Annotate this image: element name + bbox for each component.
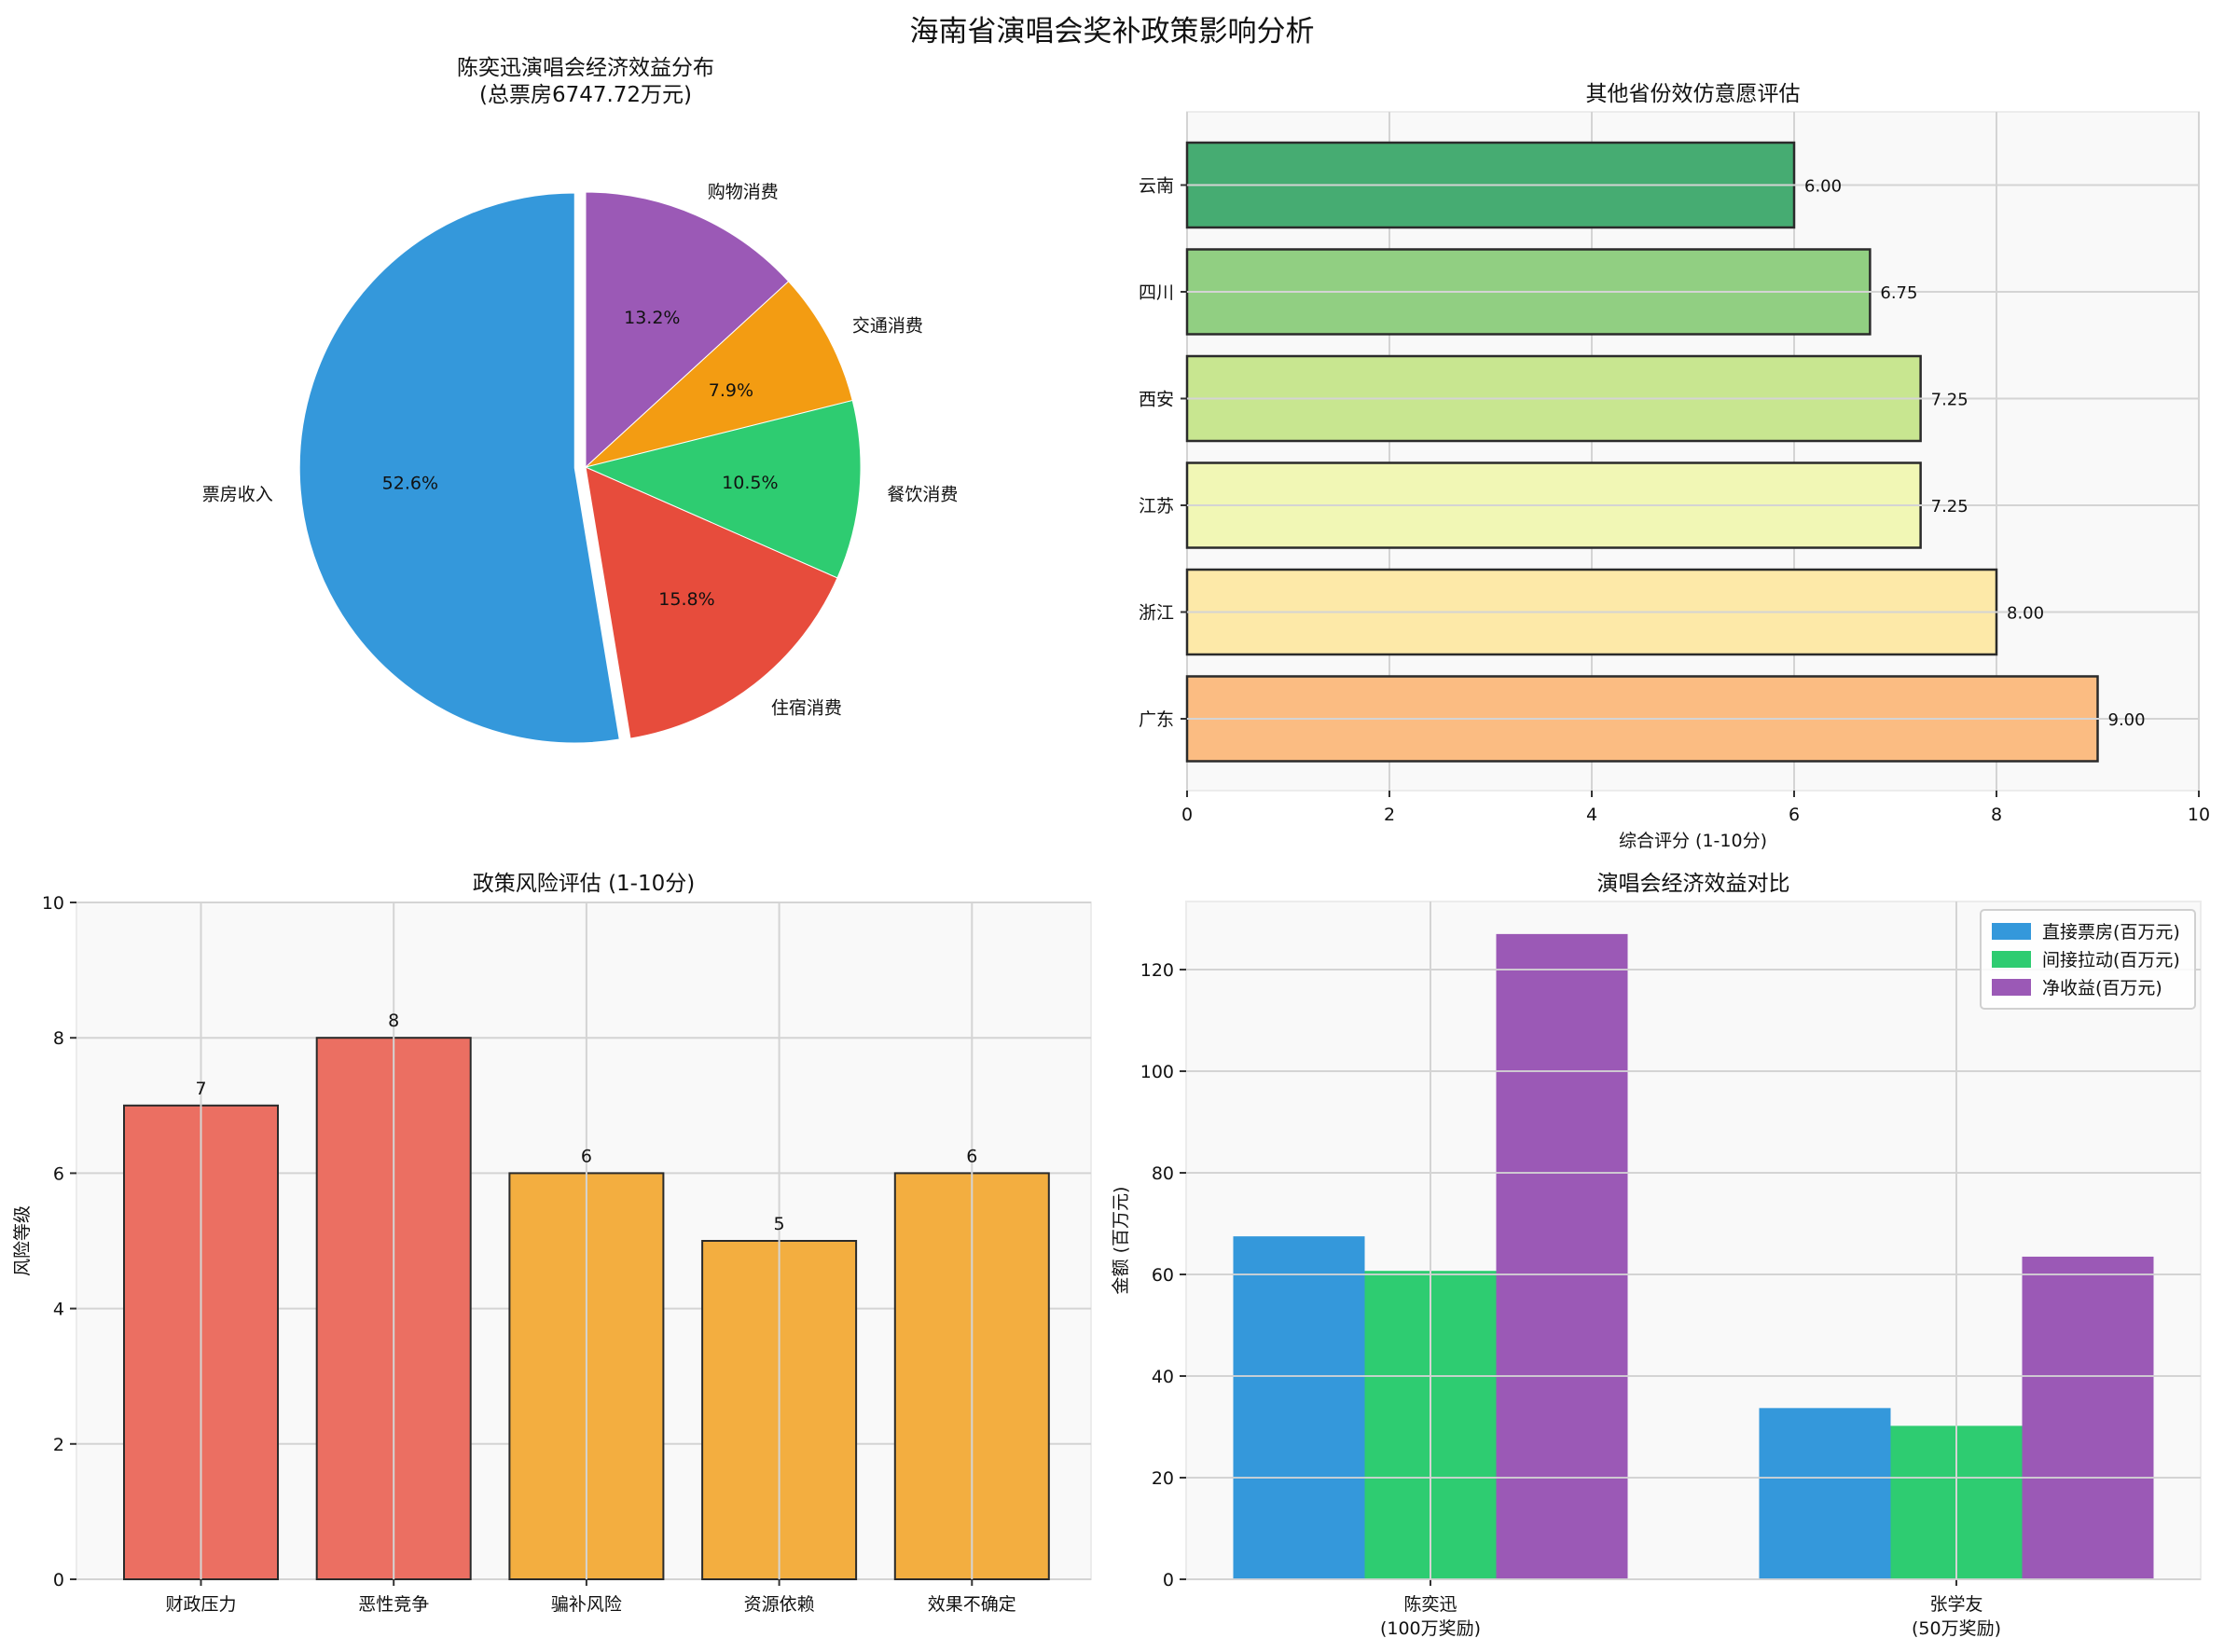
pie-category-label: 餐饮消费 <box>887 484 958 504</box>
bar <box>1496 933 1628 1579</box>
pie-percent-label: 7.9% <box>709 380 753 401</box>
x-tick-label: 资源依赖 <box>744 1594 815 1615</box>
x-tick-label: 恶性竞争 <box>358 1594 429 1615</box>
bar-value-label: 5 <box>774 1214 785 1234</box>
y-tick-label: 2 <box>53 1435 64 1455</box>
pie-category-label: 交通消费 <box>852 315 923 336</box>
bar <box>2022 1256 2154 1579</box>
bar-chart-concert-benefit: 演唱会经济效益对比 0 20 40 60 80 100 120 陈奕迅 (100万奖励) 张学友 (5… <box>1111 872 2202 1639</box>
bar-chart-province-imitation: 其他省份效仿意愿评估 0 2 4 6 8 10 广东 9.00 浙江 8.00 江苏 7.25 西安 7.2… <box>1139 82 2210 851</box>
pie-subtitle: (总票房6747.72万元) <box>479 83 692 107</box>
pie-slice <box>298 192 620 744</box>
bar <box>1759 1408 1891 1579</box>
y-axis-label: 金额 (百万元) <box>1111 1187 1131 1295</box>
legend-label: 直接票房(百万元) <box>2042 922 2180 943</box>
x-tick-label: 陈奕迅 <box>1403 1594 1457 1615</box>
pie-percent-label: 10.5% <box>722 473 778 493</box>
x-tick-label: 10 <box>2188 805 2210 825</box>
pie-title: 陈奕迅演唱会经济效益分布 <box>457 56 714 80</box>
x-axis-label: 综合评分 (1-10分) <box>1619 831 1767 851</box>
bar-value-label: 9.00 <box>2108 710 2146 730</box>
benefit-title: 演唱会经济效益对比 <box>1597 872 1790 896</box>
pie-category-label: 购物消费 <box>708 182 779 202</box>
y-tick-label: 20 <box>1152 1468 1174 1489</box>
bar-chart-policy-risk: 政策风险评估 (1-10分) 0 2 4 6 8 10 财政压力 7 恶性竞争 8 骗补风险 6 资源依赖… <box>12 872 1092 1615</box>
x-tick-label: (50万奖励) <box>1912 1618 2001 1639</box>
y-tick-label: 120 <box>1140 960 1174 981</box>
y-tick-label: 0 <box>53 1570 64 1590</box>
bar-value-label: 8.00 <box>2007 604 2044 624</box>
x-tick-label: 财政压力 <box>165 1594 236 1615</box>
pie-chart-economic-distribution: 陈奕迅演唱会经济效益分布 (总票房6747.72万元) 52.6% 票房收入 15.8%… <box>202 56 958 744</box>
y-tick-label: 广东 <box>1139 709 1174 730</box>
y-tick-label: 40 <box>1152 1367 1174 1387</box>
y-axis-label: 风险等级 <box>12 1205 33 1276</box>
y-tick-label: 云南 <box>1139 176 1174 197</box>
bar-value-label: 8 <box>388 1011 399 1031</box>
bar-value-label: 6.00 <box>1804 177 1842 197</box>
legend-swatch <box>1992 923 2031 940</box>
legend-swatch <box>1992 979 2031 996</box>
pie-category-label: 票房收入 <box>202 484 273 504</box>
y-tick-label: 60 <box>1152 1265 1174 1286</box>
legend-label: 净收益(百万元) <box>2042 978 2162 998</box>
y-tick-label: 江苏 <box>1139 496 1174 516</box>
pie-category-label: 住宿消费 <box>771 697 842 718</box>
bar <box>1233 1236 1365 1579</box>
legend-swatch <box>1992 951 2031 968</box>
bar-value-label: 7.25 <box>1931 391 1968 410</box>
pie-slice <box>585 466 838 739</box>
legend-frame <box>1980 909 2196 1010</box>
x-tick-label: 张学友 <box>1929 1594 1982 1615</box>
imitation-title: 其他省份效仿意愿评估 <box>1586 82 1801 106</box>
x-tick-label: 6 <box>1789 805 1800 825</box>
y-tick-label: 西安 <box>1139 390 1174 410</box>
x-tick-label: (100万奖励) <box>1380 1618 1481 1639</box>
y-tick-label: 80 <box>1152 1163 1174 1184</box>
bar-value-label: 7.25 <box>1931 497 1968 516</box>
x-tick-label: 8 <box>1991 805 2002 825</box>
legend-label: 间接拉动(百万元) <box>2042 950 2180 971</box>
pie-percent-label: 15.8% <box>658 589 714 610</box>
y-tick-label: 10 <box>42 893 64 914</box>
y-tick-label: 100 <box>1140 1062 1174 1082</box>
pie-slice <box>584 399 862 579</box>
y-tick-label: 四川 <box>1139 282 1174 303</box>
pie-percent-label: 13.2% <box>624 308 680 328</box>
pie-slice <box>585 191 790 469</box>
risk-title: 政策风险评估 (1-10分) <box>473 872 695 896</box>
x-tick-label: 4 <box>1586 805 1597 825</box>
y-tick-label: 6 <box>53 1163 64 1184</box>
x-tick-label: 2 <box>1384 805 1395 825</box>
y-tick-label: 4 <box>53 1300 64 1320</box>
x-tick-label: 0 <box>1181 805 1193 825</box>
legend: 直接票房(百万元) 间接拉动(百万元) 净收益(百万元) <box>1980 909 2196 1010</box>
pie-slice <box>585 281 853 468</box>
bar-value-label: 6.75 <box>1880 283 1917 303</box>
bar-value-label: 6 <box>966 1146 977 1166</box>
x-tick-label: 骗补风险 <box>551 1594 622 1615</box>
bar-value-label: 6 <box>581 1146 592 1166</box>
pie-percent-label: 52.6% <box>382 473 438 493</box>
y-tick-label: 8 <box>53 1028 64 1049</box>
x-tick-label: 效果不确定 <box>928 1594 1016 1615</box>
figure-title: 海南省演唱会奖补政策影响分析 <box>909 15 1315 48</box>
bar-value-label: 7 <box>195 1079 206 1099</box>
y-tick-label: 0 <box>1163 1570 1174 1590</box>
y-tick-label: 浙江 <box>1139 603 1174 624</box>
